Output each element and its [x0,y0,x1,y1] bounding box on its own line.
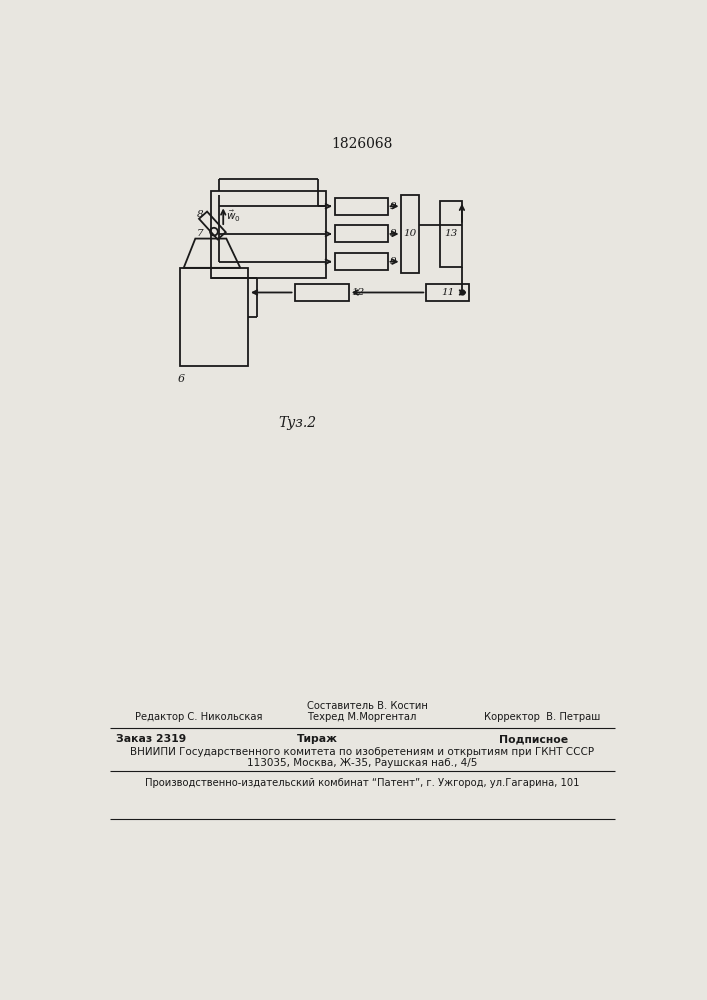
Text: Тираж: Тираж [296,734,337,744]
Text: Составитель В. Костин: Составитель В. Костин [307,701,428,711]
Bar [211,191,325,278]
Text: 113035, Москва, Ж-35, Раушская наб., 4/5: 113035, Москва, Ж-35, Раушская наб., 4/5 [247,758,477,768]
Text: 8: 8 [197,210,204,219]
Text: 6: 6 [178,374,185,384]
Text: 13: 13 [445,229,457,238]
Bar [440,201,462,267]
Text: 9: 9 [390,229,397,238]
Bar [335,198,387,215]
Bar [180,268,248,366]
Text: 10: 10 [404,229,416,238]
Text: 7: 7 [197,229,204,238]
Text: Подписное: Подписное [499,734,568,744]
Text: Техред М.Моргентал: Техред М.Моргентал [307,712,416,722]
Text: 9: 9 [390,257,397,266]
Text: Редактор С. Никольская: Редактор С. Никольская [135,712,262,722]
Text: 1826068: 1826068 [332,137,392,151]
Bar [295,284,349,301]
Bar [199,212,226,239]
Bar [426,284,469,301]
Text: 12: 12 [351,288,364,297]
Text: ВНИИПИ Государственного комитета по изобретениям и открытиям при ГКНТ СССР: ВНИИПИ Государственного комитета по изоб… [130,747,594,757]
Text: Корректор  В. Петраш: Корректор В. Петраш [484,712,600,722]
Bar [335,253,387,270]
Text: Τуз.2: Τуз.2 [279,416,317,430]
Bar [335,225,387,242]
Text: Производственно-издательский комбинат “Патент”, г. Ужгород, ул.Гагарина, 101: Производственно-издательский комбинат “П… [145,778,579,788]
Bar [402,195,419,273]
Text: Заказ 2319: Заказ 2319 [115,734,186,744]
Text: 11: 11 [441,288,454,297]
Text: $\vec{w}_0$: $\vec{w}_0$ [226,209,241,224]
Text: 9: 9 [390,202,397,211]
